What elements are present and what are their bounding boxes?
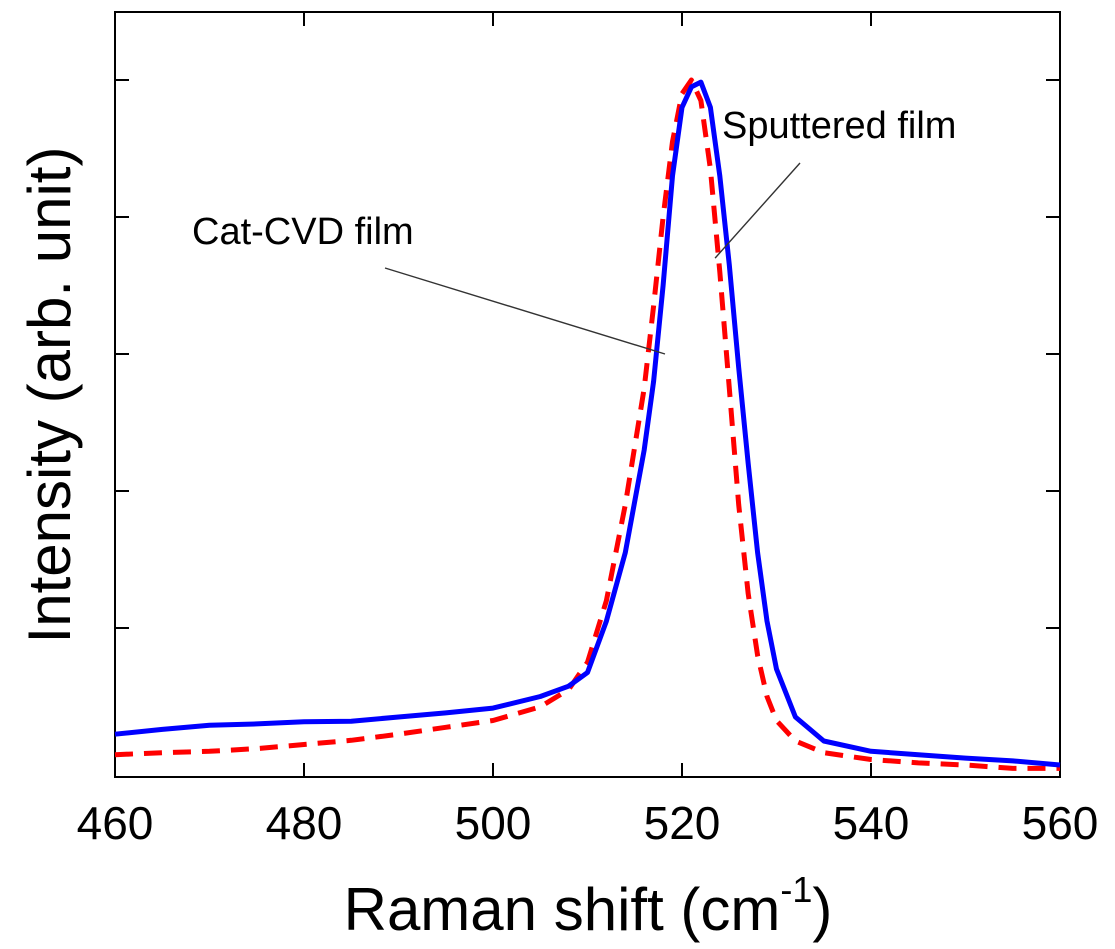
ticks [115,12,1060,777]
x-axis-title-suffix: ) [812,876,832,943]
series-layer [114,77,1061,771]
annotation-layer: Sputtered film Cat-CVD film [192,105,956,355]
annotation-label: Cat-CVD film [192,211,414,253]
x-tick-label: 520 [644,797,721,849]
plot-frame [114,11,1061,778]
x-axis-title-superscript: -1 [780,869,812,910]
x-tick-label: 460 [77,797,154,849]
x-tick-label: 500 [455,797,532,849]
y-axis-title: Intensity (arb. unit) [16,147,83,644]
x-axis-title-main: Raman shift (cm [344,876,781,943]
annotation-leader-line [714,162,801,259]
x-tick-label: 560 [1022,797,1099,849]
x-tick-labels: 460 480 500 520 540 560 [77,797,1099,849]
cat-cvd-film-line [114,77,1060,771]
x-tick-label: 480 [266,797,343,849]
sputtered-film-line [114,79,1061,768]
x-tick-label: 540 [833,797,910,849]
annotation-label: Sputtered film [722,105,956,147]
annotation-leader-line [384,267,666,355]
x-axis-title: Raman shift (cm-1) [344,869,833,943]
